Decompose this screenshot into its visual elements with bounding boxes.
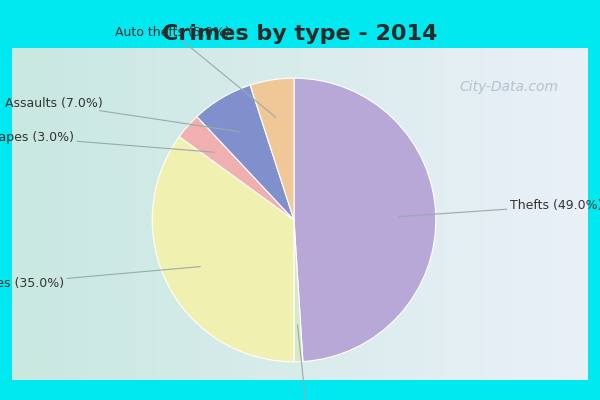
Text: Auto thefts (5.0%): Auto thefts (5.0%) bbox=[115, 26, 276, 117]
Wedge shape bbox=[197, 85, 294, 220]
Text: Thefts (49.0%): Thefts (49.0%) bbox=[399, 199, 600, 217]
Text: City-Data.com: City-Data.com bbox=[459, 80, 558, 94]
Wedge shape bbox=[294, 78, 436, 362]
Text: Murders (1.0%): Murders (1.0%) bbox=[260, 325, 356, 400]
Wedge shape bbox=[152, 137, 294, 362]
Text: Assaults (7.0%): Assaults (7.0%) bbox=[5, 97, 239, 132]
Text: Burglaries (35.0%): Burglaries (35.0%) bbox=[0, 267, 200, 290]
Text: Rapes (3.0%): Rapes (3.0%) bbox=[0, 131, 215, 152]
Wedge shape bbox=[250, 78, 294, 220]
Text: Crimes by type - 2014: Crimes by type - 2014 bbox=[163, 24, 437, 44]
Wedge shape bbox=[179, 117, 294, 220]
Wedge shape bbox=[294, 220, 303, 362]
